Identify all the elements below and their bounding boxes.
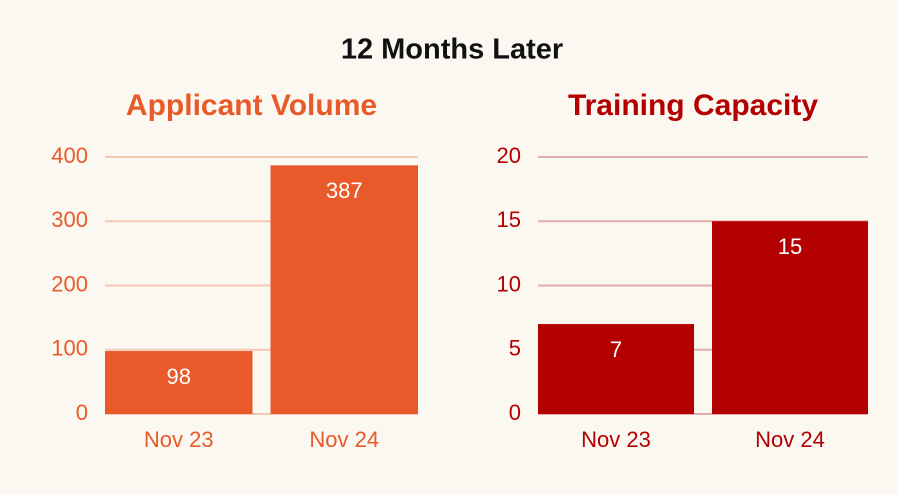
y-tick-label: 20	[497, 143, 521, 168]
y-tick-label: 0	[509, 400, 521, 425]
x-tick-label: Nov 23	[144, 427, 214, 452]
x-tick-label: Nov 24	[309, 427, 379, 452]
x-tick-label: Nov 24	[755, 427, 825, 452]
y-tick-label: 5	[509, 336, 521, 361]
chart-title: Applicant Volume	[126, 89, 377, 122]
value-label: 387	[326, 178, 363, 203]
chart-title: Training Capacity	[568, 89, 818, 122]
y-tick-label: 0	[76, 400, 88, 425]
value-label: 98	[167, 364, 191, 389]
y-tick-label: 100	[51, 336, 88, 361]
y-tick-label: 400	[51, 143, 88, 168]
value-label: 15	[778, 234, 802, 259]
value-label: 7	[610, 337, 622, 362]
page-title: 12 Months Later	[341, 34, 563, 66]
y-tick-label: 15	[497, 207, 521, 232]
x-tick-label: Nov 23	[581, 427, 651, 452]
y-tick-label: 300	[51, 207, 88, 232]
bar	[270, 165, 418, 414]
y-tick-label: 200	[51, 271, 88, 296]
bar	[105, 351, 253, 414]
y-tick-label: 10	[497, 271, 521, 296]
bar	[712, 221, 868, 414]
bar	[538, 324, 694, 414]
